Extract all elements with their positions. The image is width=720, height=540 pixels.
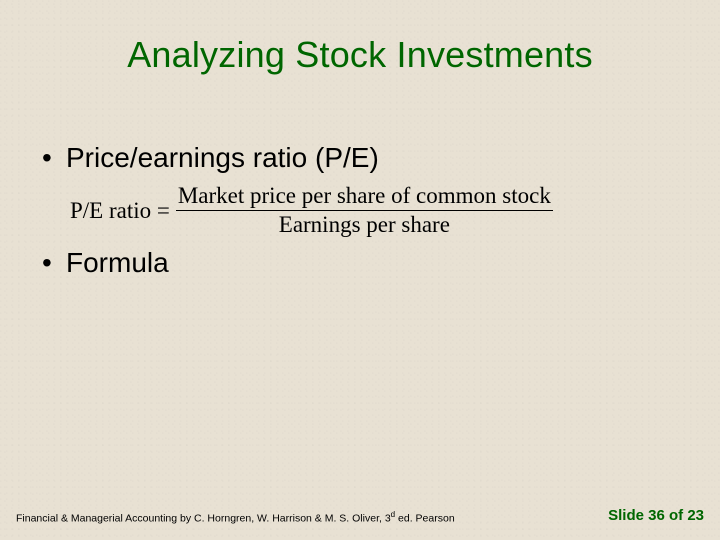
formula: P/E ratio = Market price per share of co… bbox=[70, 183, 684, 239]
bullet-item: Formula bbox=[40, 245, 684, 280]
slide-number: Slide 36 of 23 bbox=[608, 507, 704, 524]
slide-number-current: 36 bbox=[648, 507, 665, 524]
slide-title: Analyzing Stock Investments bbox=[36, 34, 684, 76]
formula-numerator: Market price per share of common stock bbox=[176, 183, 553, 211]
footer-citation: Financial & Managerial Accounting by C. … bbox=[16, 510, 455, 525]
footer-citation-suffix: ed. Pearson bbox=[395, 512, 455, 524]
slide-number-of: of bbox=[665, 507, 688, 524]
footer-citation-prefix: Financial & Managerial Accounting by C. … bbox=[16, 512, 391, 524]
slide-footer: Financial & Managerial Accounting by C. … bbox=[16, 507, 704, 524]
bullet-item: Price/earnings ratio (P/E) bbox=[40, 140, 684, 175]
bullet-text: Price/earnings ratio (P/E) bbox=[66, 142, 379, 173]
slide-number-label: Slide bbox=[608, 507, 648, 524]
bullet-list: Price/earnings ratio (P/E) bbox=[36, 140, 684, 175]
bullet-text: Formula bbox=[66, 247, 169, 278]
slide-number-total: 23 bbox=[687, 507, 704, 524]
formula-denominator: Earnings per share bbox=[279, 211, 450, 238]
formula-lhs: P/E ratio = bbox=[70, 198, 170, 224]
bullet-list: Formula bbox=[36, 245, 684, 280]
slide: Analyzing Stock Investments Price/earnin… bbox=[0, 0, 720, 540]
formula-fraction: Market price per share of common stock E… bbox=[176, 183, 553, 239]
